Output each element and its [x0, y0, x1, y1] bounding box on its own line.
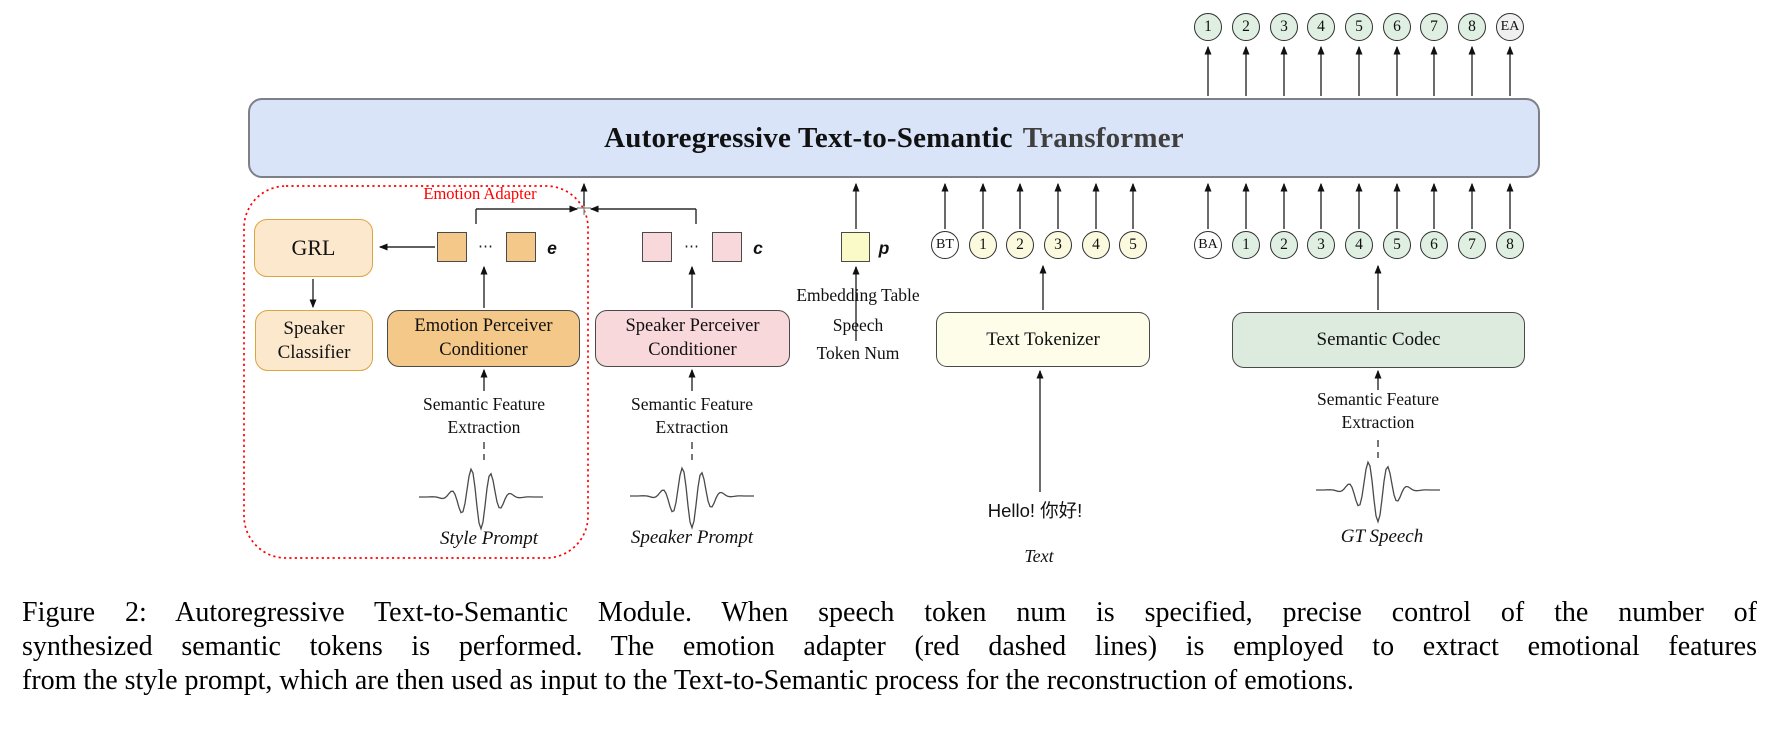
emotion-adapter-label: Emotion Adapter [423, 184, 537, 203]
text-tokenizer-box: Text Tokenizer [936, 312, 1150, 367]
speaker-prompt-waveform-icon [630, 466, 754, 530]
conditioner-merge-arrows [475, 182, 697, 224]
waveform-stub-dashes [483, 440, 1379, 460]
style-prompt-label: Style Prompt [440, 528, 538, 549]
semantic-feature-extraction-label: Semantic Feature Extraction [423, 394, 545, 437]
semantic-token: 8 [1496, 231, 1524, 259]
text-token: 1 [969, 231, 997, 259]
gt-speech-waveform-icon [1316, 460, 1440, 524]
text-token: 4 [1082, 231, 1110, 259]
output-token-ea: EA [1496, 13, 1524, 41]
semantic-token: 4 [1345, 231, 1373, 259]
speaker-embedding-square [642, 232, 672, 262]
text-token: 5 [1119, 231, 1147, 259]
embedding-table-label: Embedding Table [796, 285, 920, 305]
text-token: 2 [1006, 231, 1034, 259]
speaker-embedding-square [712, 232, 742, 262]
style-prompt-waveform-icon [419, 467, 543, 531]
semantic-token: 1 [1232, 231, 1260, 259]
text-token-bt: BT [931, 231, 959, 259]
output-token: 4 [1307, 13, 1335, 41]
speaker-classifier-box: Speaker Classifier [255, 310, 373, 371]
semantic-codec-box: Semantic Codec [1232, 312, 1525, 368]
output-token: 2 [1232, 13, 1260, 41]
emotion-perceiver-conditioner-box: Emotion Perceiver Conditioner [387, 310, 580, 367]
semantic-feature-extraction-label: Semantic Feature Extraction [1317, 389, 1439, 432]
semantic-token: 2 [1270, 231, 1298, 259]
caption-line: synthesized semantic tokens is performed… [22, 631, 1757, 662]
input-text: Hello! 你好! [987, 500, 1083, 521]
semantic-token-arrows [1204, 182, 1514, 229]
transformer-title-accent: Transformer [1022, 121, 1184, 154]
speech-token-num-label: Speech Token Num [816, 315, 900, 364]
output-token: 6 [1383, 13, 1411, 41]
transformer-title: Autoregressive Text-to-Semantic [604, 121, 1013, 154]
emotion-embedding-var: e [547, 238, 557, 258]
grl-box: GRL [254, 219, 373, 277]
figure-caption: Figure 2: Autoregressive Text-to-Semanti… [22, 596, 1757, 698]
gt-speech-label: GT Speech [1340, 526, 1424, 547]
semantic-token-ba: BA [1194, 231, 1222, 259]
semantic-feature-extraction-label: Semantic Feature Extraction [631, 394, 753, 437]
emotion-embedding-ellipsis: ⋯ [478, 239, 494, 255]
caption-line: from the style prompt, which are then us… [22, 665, 1354, 696]
emotion-embedding-square [506, 232, 536, 262]
speaker-perceiver-conditioner-box: Speaker Perceiver Conditioner [595, 310, 790, 367]
speaker-embedding-ellipsis: ⋯ [684, 239, 700, 255]
text-branch-arrows [1036, 264, 1047, 492]
emotion-adapter-boundary [243, 185, 589, 559]
semantic-token: 5 [1383, 231, 1411, 259]
caption-line: Figure 2: Autoregressive Text-to-Semanti… [22, 597, 1757, 628]
transformer-box: Autoregressive Text-to-Semantic Transfor… [248, 98, 1540, 178]
output-token: 5 [1345, 13, 1373, 41]
semantic-token: 3 [1307, 231, 1335, 259]
semantic-token: 6 [1420, 231, 1448, 259]
speaker-embedding-var: c [753, 238, 763, 258]
speaker-prompt-label: Speaker Prompt [630, 527, 754, 548]
prosody-embedding-square [841, 232, 870, 262]
output-token-arrows [1204, 45, 1514, 96]
text-token-arrows [941, 182, 1137, 229]
output-token: 3 [1270, 13, 1298, 41]
output-token: 1 [1194, 13, 1222, 41]
output-token: 7 [1420, 13, 1448, 41]
prosody-embedding-var: p [878, 238, 890, 258]
output-token: 8 [1458, 13, 1486, 41]
emotion-embedding-square [437, 232, 467, 262]
text-input-label: Text [1024, 546, 1054, 566]
emotion-adapter-arrows [309, 243, 488, 391]
text-token: 3 [1044, 231, 1072, 259]
semantic-token: 7 [1458, 231, 1486, 259]
